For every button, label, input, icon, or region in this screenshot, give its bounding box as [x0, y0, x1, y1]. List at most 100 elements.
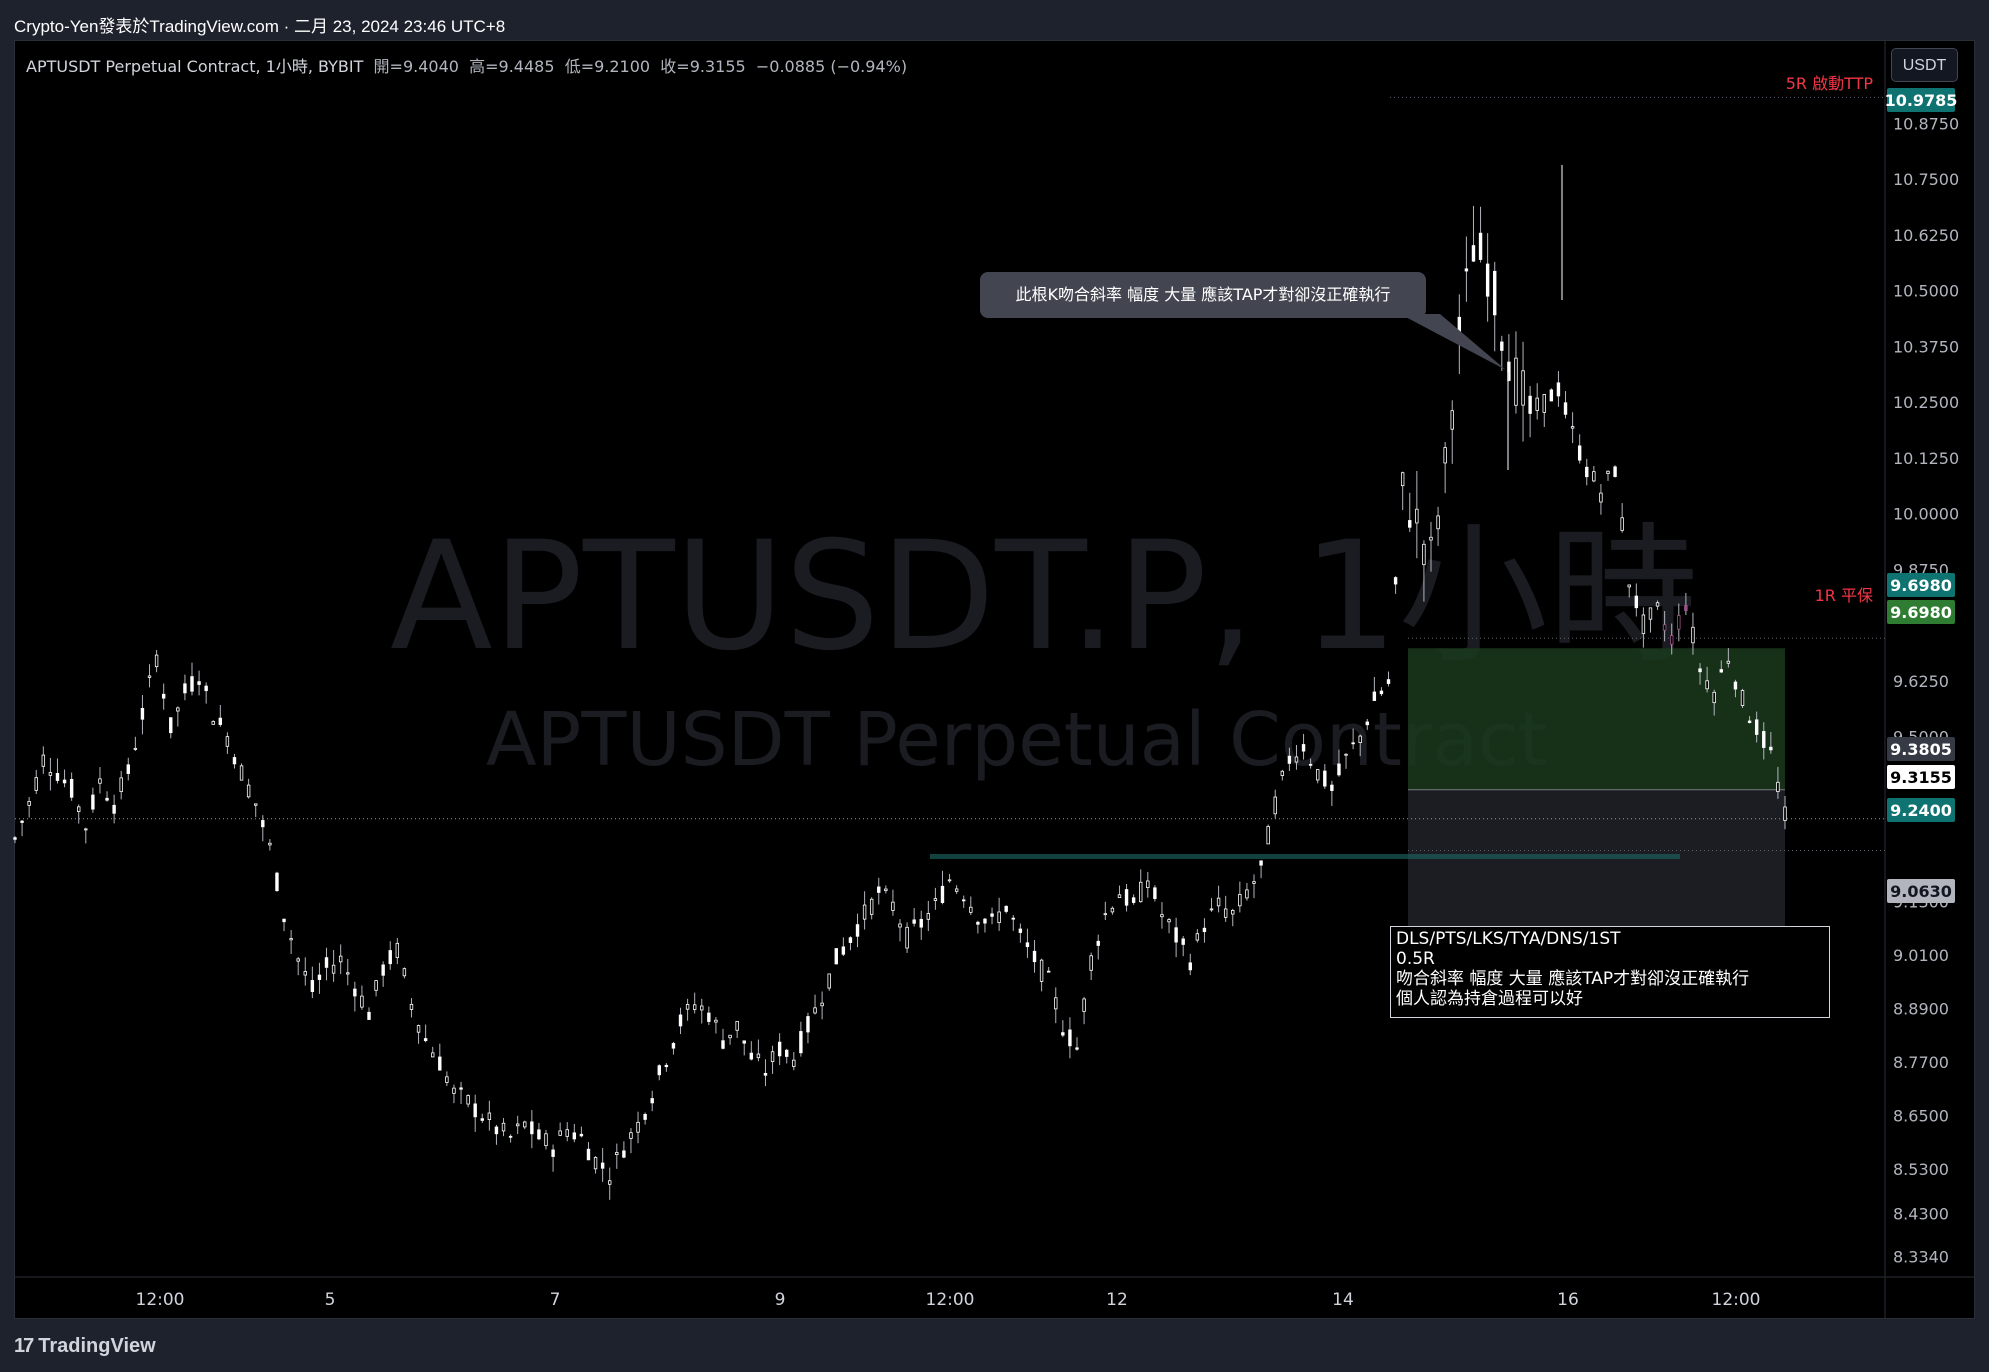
candle-body: [572, 1132, 577, 1140]
candle-body: [1613, 466, 1617, 477]
candle-body: [1209, 908, 1214, 911]
candle-body: [997, 911, 1001, 923]
candle-body: [1400, 472, 1405, 487]
candle-body: [1747, 720, 1752, 723]
candle-body: [657, 1065, 661, 1076]
tradingview-logo[interactable]: 17 TradingView: [14, 1335, 156, 1358]
candle-body: [268, 842, 272, 846]
candle-body: [940, 885, 945, 903]
candle-body: [926, 913, 931, 920]
brand-name: TradingView: [38, 1335, 156, 1357]
candle-body: [1131, 897, 1136, 903]
y-tick-label: 8.3340: [1893, 1247, 1949, 1266]
chart-legend: APTUSDT Perpetual Contract, 1小時, BYBIT 開…: [26, 53, 907, 77]
y-tick-label: 10.7500: [1893, 170, 1959, 189]
candle-body: [1103, 913, 1108, 916]
publisher-name: Crypto-Yen發表於TradingView.com: [14, 17, 279, 36]
candle-body: [692, 1004, 697, 1010]
candle-body: [452, 1087, 456, 1094]
y-tick-label: 10.6250: [1893, 226, 1959, 245]
candle-body: [912, 919, 916, 924]
candle-body: [1698, 668, 1702, 673]
candle-body: [402, 968, 407, 977]
y-tick-label: 10.0000: [1893, 505, 1959, 524]
candle-body: [119, 777, 123, 793]
candle-body: [431, 1052, 435, 1058]
candle-body: [1330, 784, 1334, 791]
footer: 17 TradingView: [0, 1320, 1989, 1372]
candle-body: [1011, 917, 1015, 920]
x-tick-label: 12:00: [136, 1290, 185, 1310]
candle-body: [1655, 602, 1660, 607]
candle-body: [338, 955, 343, 963]
note-line: 0.5R: [1396, 949, 1435, 969]
candle-body: [1195, 933, 1200, 941]
candle-body: [891, 901, 895, 911]
callout-annotation[interactable]: 此根K吻合斜率 幅度 大量 應該TAP才對卻沒正確執行: [980, 272, 1426, 318]
candle-body: [1712, 691, 1716, 704]
candle-body: [1535, 397, 1539, 411]
price-badge-label: 9.6980: [1890, 603, 1952, 622]
x-tick-label: 12:00: [1712, 1290, 1761, 1310]
candle-body: [487, 1112, 492, 1120]
candle-body: [77, 806, 81, 812]
candle-body: [1174, 927, 1178, 943]
candle-body: [20, 820, 24, 823]
candle-body: [261, 820, 265, 828]
candle-body: [1153, 887, 1157, 899]
candle-body: [1146, 880, 1150, 889]
candle-body: [1287, 755, 1292, 764]
currency-button[interactable]: USDT: [1891, 48, 1958, 82]
candle-body: [154, 654, 159, 668]
candle-body: [416, 1025, 421, 1033]
y-tick-label: 9.6250: [1893, 672, 1949, 691]
candle-body: [1188, 962, 1192, 971]
candle-body: [643, 1113, 647, 1120]
candle-body: [1648, 607, 1653, 620]
candle-body: [1301, 744, 1306, 752]
candle-body: [1500, 341, 1504, 351]
candle-body: [409, 1003, 414, 1010]
candle-body: [1372, 691, 1377, 701]
watermark-subtitle: APTUSDT Perpetual Contract: [486, 697, 1547, 783]
candle-body: [225, 736, 230, 747]
candle-body: [1365, 721, 1369, 726]
candle-body: [388, 950, 392, 965]
candle-body: [721, 1040, 725, 1049]
tp-label: 5R 啟動TTP: [1786, 74, 1874, 93]
candle-body: [1117, 894, 1122, 898]
candle-body: [1641, 614, 1646, 635]
candle-body: [69, 779, 74, 798]
candle-body: [969, 906, 973, 913]
candle-body: [806, 1016, 810, 1033]
candle-body: [246, 784, 251, 798]
candle-body: [1308, 763, 1313, 766]
candle-body: [1783, 806, 1787, 821]
candle-body: [494, 1126, 499, 1135]
trade-note[interactable]: DLS/PTS/LKS/TYA/DNS/1ST 0.5R 吻合斜率 幅度 大量 …: [1390, 926, 1830, 1018]
candle-body: [785, 1049, 789, 1057]
candle-body: [1705, 680, 1709, 690]
candle-body: [176, 707, 180, 712]
candle-body: [1443, 447, 1447, 464]
candle-body: [211, 721, 215, 725]
candle-body: [1662, 624, 1667, 631]
candle-body: [98, 778, 102, 784]
candle-body: [1740, 690, 1745, 706]
candle-body: [728, 1034, 732, 1039]
candle-body: [884, 888, 888, 892]
candle-body: [1429, 536, 1433, 541]
candle-body: [919, 918, 923, 928]
price-badge: [1887, 600, 1955, 624]
candle-body: [1570, 426, 1575, 429]
candle-body: [615, 1152, 619, 1155]
price-badge: [1887, 765, 1955, 789]
candle-body: [962, 899, 966, 902]
candle-body: [1436, 515, 1440, 530]
candle-body: [983, 918, 987, 924]
publish-info: Crypto-Yen發表於TradingView.com · 二月 23, 20…: [14, 12, 505, 37]
candle-body: [1202, 927, 1207, 933]
candle-body: [664, 1064, 669, 1068]
candle-body: [48, 772, 53, 776]
